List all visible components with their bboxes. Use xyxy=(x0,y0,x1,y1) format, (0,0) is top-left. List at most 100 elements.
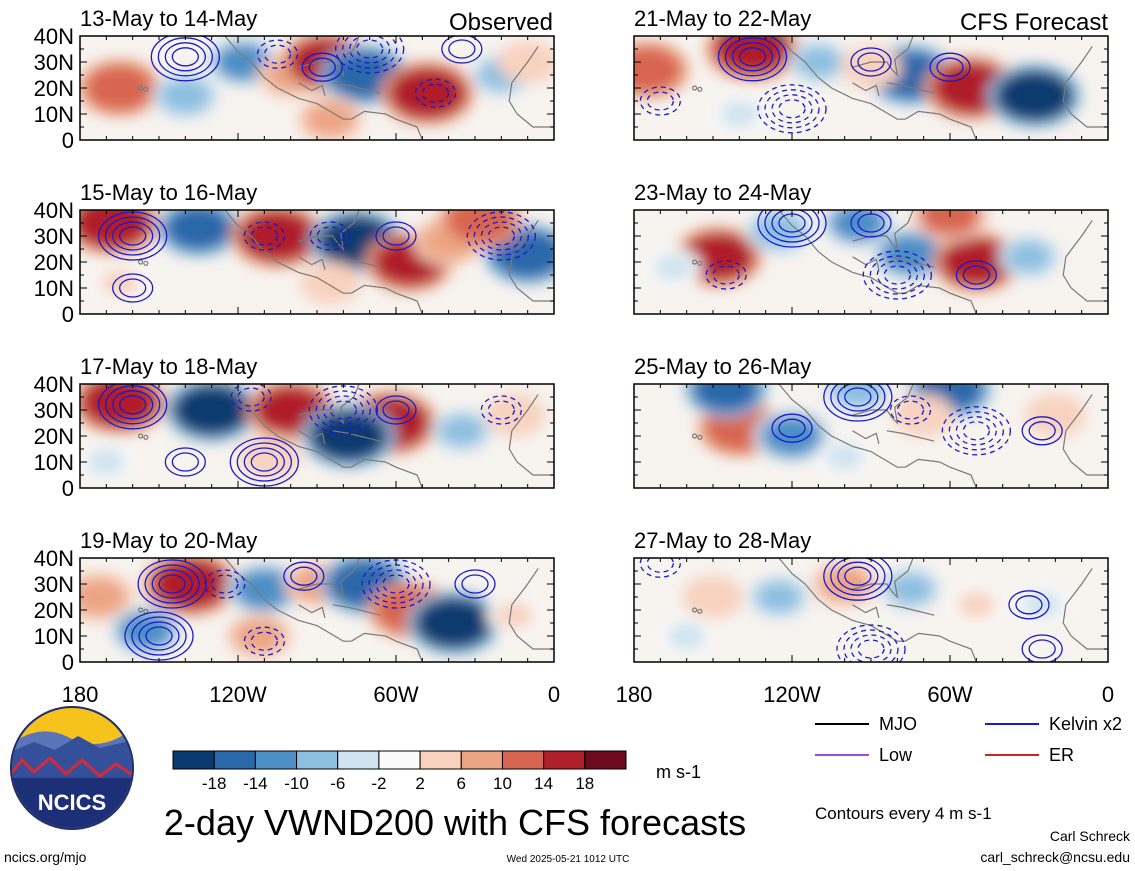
legend-item: MJO xyxy=(815,714,917,734)
kelvin-contour xyxy=(837,384,879,412)
coastline-caribbean xyxy=(886,256,935,268)
panel-date-label: 21-May to 22-May xyxy=(634,6,811,31)
kelvin-contour xyxy=(941,406,1011,456)
anomaly-cell xyxy=(848,51,894,83)
y-tick-label: 0 xyxy=(62,476,74,501)
anomaly-cell xyxy=(832,384,884,407)
anomaly-cell xyxy=(414,596,494,650)
kelvin-contour xyxy=(382,400,410,420)
anomaly-cell xyxy=(85,65,154,111)
kelvin-contour xyxy=(263,44,292,64)
coastline-yucatan xyxy=(852,82,880,96)
kelvin-contour xyxy=(382,574,410,594)
anomaly-cell xyxy=(713,36,792,76)
kelvin-contour xyxy=(211,574,239,594)
kelvin-contour xyxy=(243,447,285,477)
kelvin-contour xyxy=(112,273,154,303)
y-tick-label: 0 xyxy=(62,302,74,327)
colorbar-label: 14 xyxy=(534,774,553,793)
kelvin-contour xyxy=(857,52,885,72)
legend-label: Low xyxy=(879,745,913,765)
coastline-gulf xyxy=(298,210,360,251)
coastline-yucatan xyxy=(852,430,880,444)
coastline-caribbean xyxy=(886,604,935,616)
anomaly-cell xyxy=(439,415,485,447)
kelvin-contour xyxy=(639,558,681,578)
coastline-caribbean xyxy=(332,430,381,442)
kelvin-contour xyxy=(164,42,206,72)
kelvin-contour xyxy=(250,452,278,472)
kelvin-contour xyxy=(421,83,450,103)
kelvin-contour xyxy=(236,442,292,482)
y-tick-label: 10N xyxy=(34,276,74,301)
coastline-yucatan xyxy=(298,604,326,618)
kelvin-contour xyxy=(857,639,885,659)
colorbar-swatch xyxy=(584,750,627,770)
colorbar-swatch xyxy=(337,750,380,770)
kelvin-contour xyxy=(1015,595,1043,615)
kelvin-contour xyxy=(823,384,893,422)
coastline-gulf xyxy=(852,210,914,251)
kelvin-contour xyxy=(962,265,990,285)
y-tick-label: 0 xyxy=(62,128,74,153)
anomaly-cell xyxy=(719,100,759,128)
island xyxy=(143,86,149,92)
coastline-yucatan xyxy=(298,256,326,270)
kelvin-contour xyxy=(335,36,405,74)
kelvin-contour xyxy=(204,569,246,599)
y-tick-label: 20N xyxy=(34,424,74,449)
anomaly-cell xyxy=(919,210,981,236)
kelvin-contour xyxy=(138,621,180,651)
colorbar-swatch xyxy=(419,750,462,770)
y-tick-label: 10N xyxy=(34,102,74,127)
kelvin-contour xyxy=(329,400,357,420)
author-email: carl_schreck@ncsu.edu xyxy=(980,849,1130,865)
anomaly-cell xyxy=(829,210,886,242)
anomaly-cell xyxy=(160,78,211,114)
legend-item: ER xyxy=(985,745,1074,765)
colorbar-swatch xyxy=(543,750,586,770)
legend: MJO Kelvin x2 Low ER xyxy=(815,714,1122,765)
anomaly-cell xyxy=(653,253,694,281)
kelvin-contour xyxy=(243,626,285,656)
anomaly-cell xyxy=(309,409,388,463)
kelvin-contour xyxy=(705,260,747,290)
site-url: ncics.org/mjo xyxy=(4,849,87,865)
kelvin-contour xyxy=(646,91,674,111)
anomaly-cell xyxy=(1032,399,1078,431)
kelvin-contour xyxy=(454,569,496,599)
panel-date-label: 25-May to 26-May xyxy=(634,354,811,379)
kelvin-contour xyxy=(896,400,925,420)
island xyxy=(691,607,698,613)
kelvin-contour xyxy=(250,631,278,651)
map-panel: 25-May to 26-May xyxy=(633,354,1109,489)
y-tick-label: 30N xyxy=(34,572,74,597)
kelvin-contour xyxy=(778,418,806,438)
kelvin-contour xyxy=(230,384,272,412)
coastline-africa xyxy=(1062,568,1108,650)
island xyxy=(697,434,703,440)
colorbar-label: -14 xyxy=(243,774,268,793)
colorbar-label: -18 xyxy=(202,774,227,793)
coastline-africa xyxy=(1062,46,1108,128)
island xyxy=(137,607,144,613)
kelvin-contour xyxy=(823,558,893,601)
panel-date-label: 17-May to 18-May xyxy=(80,354,257,379)
kelvin-contour xyxy=(414,78,457,108)
anomaly-cell xyxy=(939,237,1013,287)
coastline-africa xyxy=(508,220,554,302)
kelvin-contour xyxy=(850,47,892,77)
kelvin-contour xyxy=(836,624,906,662)
anomaly-cell xyxy=(233,618,285,654)
kelvin-contour xyxy=(764,210,820,243)
kelvin-contour xyxy=(375,395,417,425)
kelvin-contour xyxy=(639,86,681,116)
kelvin-contour xyxy=(480,395,522,425)
anomaly-cell xyxy=(307,267,353,299)
island xyxy=(697,86,703,92)
kelvin-contour xyxy=(144,564,200,604)
coastline-caribbean xyxy=(886,82,935,94)
coastline-south-america xyxy=(904,632,977,662)
